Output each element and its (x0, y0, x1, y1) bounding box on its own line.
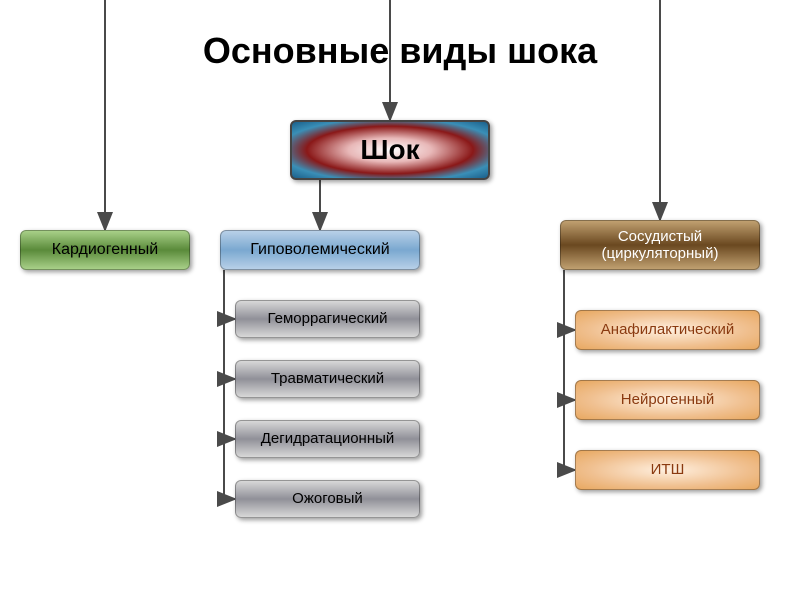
diagram-title: Основные виды шока (0, 30, 800, 72)
node-traumatic: Травматический (235, 360, 420, 398)
edge-8 (564, 270, 575, 330)
node-anaphylactic: Анафилактический (575, 310, 760, 350)
edge-9 (564, 270, 575, 400)
edge-5 (224, 270, 235, 379)
node-itsh: ИТШ (575, 450, 760, 490)
node-cardio: Кардиогенный (20, 230, 190, 270)
node-dehydration: Дегидратационный (235, 420, 420, 458)
node-neurogenic: Нейрогенный (575, 380, 760, 420)
edge-6 (224, 270, 235, 439)
node-central: Шок (290, 120, 490, 180)
node-burn: Ожоговый (235, 480, 420, 518)
edge-7 (224, 270, 235, 499)
edge-4 (224, 270, 235, 319)
edge-10 (564, 270, 575, 470)
node-hypovol: Гиповолемический (220, 230, 420, 270)
node-vascular: Сосудистый (циркуляторный) (560, 220, 760, 270)
node-hemorrhagic: Геморрагический (235, 300, 420, 338)
